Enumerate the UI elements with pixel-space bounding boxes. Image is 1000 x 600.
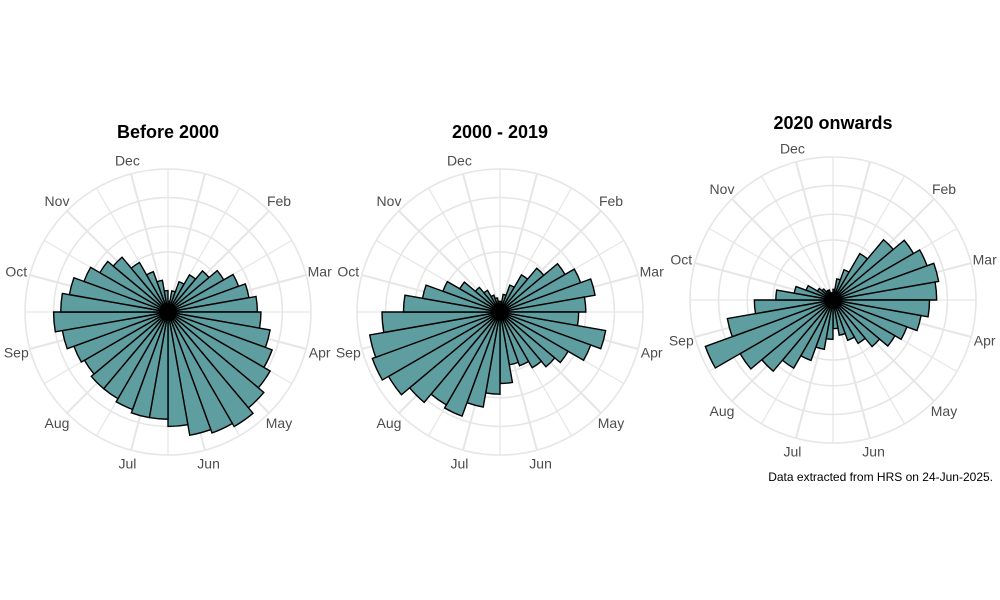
bar — [499, 311, 530, 367]
bar — [163, 289, 169, 313]
bar — [458, 281, 501, 313]
bar — [167, 311, 189, 428]
bar — [832, 262, 940, 301]
bar — [98, 260, 169, 313]
month-label: Dec — [780, 140, 805, 156]
bar — [90, 311, 169, 390]
bar — [704, 299, 834, 369]
bar — [499, 311, 543, 369]
bar — [832, 299, 896, 347]
grid-spoke — [795, 161, 834, 301]
bar — [499, 311, 570, 364]
month-label: Jun — [862, 444, 885, 460]
bar — [499, 311, 592, 362]
month-label: Jul — [450, 456, 468, 472]
month-label: Nov — [710, 181, 735, 197]
bar — [832, 281, 938, 301]
month-label: Feb — [932, 181, 956, 197]
month-label: Apr — [641, 345, 663, 361]
bar — [167, 311, 255, 428]
grid-spoke — [760, 175, 834, 301]
month-label: May — [598, 415, 624, 431]
bar — [145, 270, 169, 313]
month-label: Jun — [529, 456, 552, 472]
bar — [482, 289, 501, 313]
bar — [83, 266, 169, 313]
month-label: Feb — [599, 193, 623, 209]
month-label: Apr — [974, 333, 996, 349]
bar — [381, 311, 501, 334]
month-label: Sep — [4, 345, 29, 361]
month-label: Jun — [197, 456, 220, 472]
bar — [499, 311, 556, 368]
bar — [832, 299, 867, 345]
grid-spoke — [499, 173, 538, 313]
bar — [497, 300, 501, 313]
month-label: Aug — [377, 415, 402, 431]
polar-chart-1: Feb Mar Apr May Jun Jul Aug Sep Oct Nov Dec Before … — [4, 122, 332, 472]
month-label: Nov — [377, 193, 402, 209]
bar — [499, 296, 587, 313]
bar — [443, 311, 501, 418]
bar — [167, 311, 234, 434]
bar — [167, 311, 212, 437]
month-label: Aug — [710, 403, 735, 419]
month-label: Apr — [309, 345, 331, 361]
chart-title: 2020 onwards — [773, 113, 892, 133]
bar — [830, 292, 834, 301]
bar — [753, 299, 834, 315]
bar — [115, 311, 169, 411]
month-label: Feb — [267, 193, 291, 209]
bar — [52, 311, 169, 333]
grid-spoke — [832, 161, 871, 301]
month-label: Jul — [783, 444, 801, 460]
bar — [832, 299, 881, 348]
bar — [474, 286, 501, 313]
month-label: Jul — [118, 456, 136, 472]
source-caption: Data extracted from HRS on 24-Jun-2025. — [768, 470, 993, 484]
bar — [156, 279, 169, 313]
polar-chart-2: Feb Mar Apr May Jun Jul Aug Sep Oct Nov Dec 2000 - … — [336, 122, 664, 472]
month-label: Oct — [670, 251, 692, 267]
chart-title: 2000 - 2019 — [452, 122, 548, 142]
bar — [368, 311, 501, 359]
bar — [832, 299, 908, 341]
month-label: Dec — [115, 152, 140, 168]
bar — [499, 278, 596, 313]
month-label: May — [931, 403, 957, 419]
month-label: Mar — [308, 263, 332, 279]
grid-spoke — [167, 173, 206, 313]
month-label: Sep — [669, 333, 694, 349]
bar — [832, 299, 856, 342]
grid-spoke — [462, 173, 501, 313]
month-label: Sep — [336, 345, 361, 361]
polar-chart-3: Feb Mar Apr May Jun Jul Aug Sep Oct Nov Dec 2020 on… — [669, 113, 997, 460]
month-label: Oct — [337, 263, 359, 279]
bar — [832, 299, 847, 337]
month-label: May — [266, 415, 292, 431]
bar — [726, 299, 834, 338]
month-label: Mar — [973, 251, 997, 267]
grid-spoke — [731, 198, 834, 301]
month-label: Oct — [5, 263, 27, 279]
month-label: Nov — [45, 193, 70, 209]
bar — [130, 261, 169, 313]
month-label: Aug — [45, 415, 70, 431]
bar — [112, 256, 169, 313]
month-label: Mar — [640, 263, 664, 279]
chart-title: Before 2000 — [117, 122, 219, 142]
month-label: Dec — [447, 152, 472, 168]
bar — [371, 311, 501, 381]
